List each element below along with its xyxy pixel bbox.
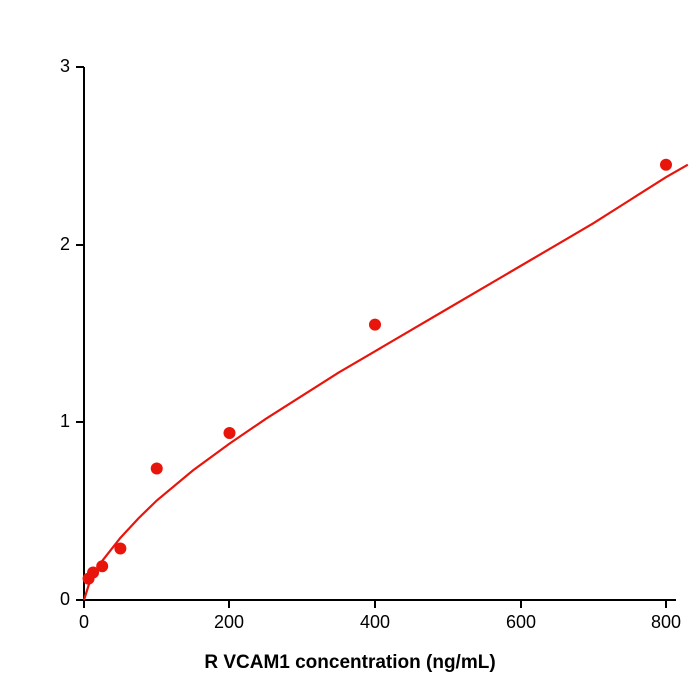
y-axis-tick-label-2: 2 (59, 234, 70, 254)
x-axis-tick-label-200: 200 (213, 612, 245, 632)
data-point (223, 426, 236, 439)
x-axis-tick-label-600: 600 (505, 612, 537, 632)
data-point (96, 560, 109, 573)
y-axis-tick-label-1: 1 (59, 411, 70, 431)
y-axis-tick-label-3: 3 (59, 56, 70, 76)
data-point (114, 542, 127, 555)
fit-curve (82, 163, 689, 601)
data-point (87, 566, 100, 579)
data-points (82, 158, 672, 585)
data-point (150, 462, 163, 475)
data-point (660, 158, 672, 171)
data-point (369, 318, 381, 331)
x-axis-tick-label-400: 400 (359, 612, 391, 632)
x-axis-tick-label-800: 800 (650, 612, 682, 632)
x-axis-title: R VCAM1 concentration (ng/mL) (204, 652, 496, 673)
y-axis-tick-label-0: 0 (59, 589, 70, 609)
x-axis-tick-label-0: 0 (78, 612, 89, 632)
